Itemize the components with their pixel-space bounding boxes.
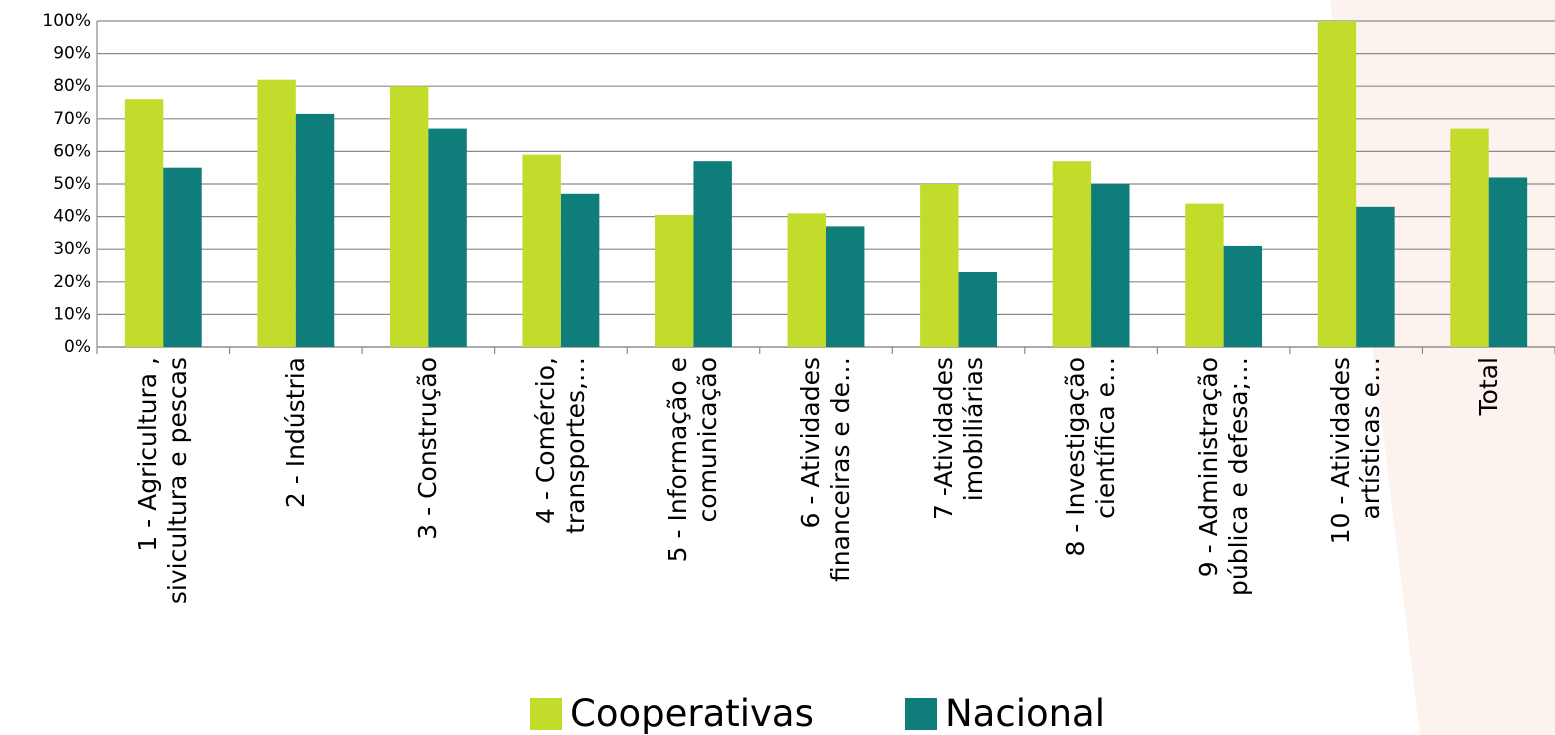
legend-swatch: [530, 697, 562, 730]
x-tick-label: Total: [1473, 357, 1503, 416]
bar: [1317, 21, 1357, 347]
x-tick-label: 5 - Informação e comunicação: [663, 357, 723, 563]
x-tick-label: 2 - Indústria: [280, 357, 310, 509]
y-tick-label: 70%: [53, 109, 91, 129]
y-tick-label: 60%: [53, 141, 91, 161]
x-tick-label: 9 - Administração pública e defesa;…: [1193, 357, 1253, 597]
bar: [1052, 161, 1092, 347]
bar: [163, 167, 202, 347]
bar: [655, 214, 694, 347]
legend-label: Nacional: [945, 692, 1106, 735]
y-tick-label: 20%: [53, 272, 91, 292]
x-tick-label: 8 - Investigação científica e…: [1061, 357, 1121, 557]
bar: [1185, 203, 1224, 347]
x-tick-label: 4 - Comércio, transportes,…: [530, 357, 590, 534]
bar: [1488, 177, 1528, 347]
bar: [920, 184, 959, 347]
y-tick-label: 10%: [53, 304, 91, 324]
legend-label: Cooperativas: [570, 692, 814, 735]
x-tick-label: 10 - Atividades artísticas e…: [1326, 357, 1386, 545]
x-tick-label: 7 -Atividades imobiliárias: [928, 357, 988, 520]
bar: [257, 79, 296, 348]
bar: [522, 154, 561, 347]
bar: [428, 128, 467, 347]
x-tick-label: 1 - Agricultura , sivicultura e pescas: [133, 357, 193, 605]
bar: [1356, 206, 1395, 347]
y-tick-label: 90%: [53, 44, 91, 64]
bar: [693, 161, 732, 347]
bar: [1091, 184, 1130, 347]
legend-item: Cooperativas: [530, 692, 814, 735]
bar: [958, 272, 997, 347]
bar: [389, 86, 429, 347]
legend-item: Nacional: [905, 692, 1105, 735]
y-tick-label: 50%: [53, 174, 91, 194]
x-tick-label: 6 - Atividades financeiras e de…: [796, 357, 855, 582]
bar: [295, 113, 335, 347]
bar: [826, 226, 865, 347]
bar: [787, 213, 826, 347]
x-tick-label: 3 - Construção: [413, 357, 443, 540]
bar: [124, 99, 164, 348]
legend-swatch: [905, 697, 937, 730]
y-tick-label: 80%: [53, 76, 91, 96]
y-tick-label: 100%: [42, 11, 91, 31]
bar: [560, 193, 600, 347]
y-tick-label: 40%: [53, 207, 91, 227]
bar: [1223, 245, 1263, 347]
bar: [1450, 128, 1489, 347]
y-tick-label: 0%: [64, 337, 91, 357]
y-tick-label: 30%: [53, 239, 91, 259]
